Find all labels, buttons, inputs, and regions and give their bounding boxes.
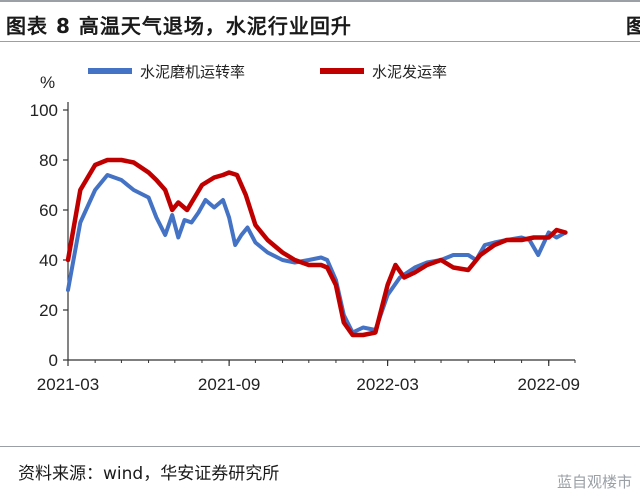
x-tick-label: 2022-03 xyxy=(356,375,418,394)
source-note: 资料来源：wind，华安证券研究所 xyxy=(18,464,280,484)
axes: 0 20 40 60 80 100 2021-03 2021-09 2022-03 2022-09 xyxy=(30,101,580,394)
series-layer xyxy=(65,157,568,338)
x-tick-label: 2022-09 xyxy=(518,375,580,394)
y-tick-label: 0 xyxy=(49,351,58,370)
title-bar: 图表 8 高温天气退场，水泥行业回升 图 xyxy=(0,0,640,42)
y-tick-label: 60 xyxy=(39,201,58,220)
source-bar: 资料来源：wind，华安证券研究所 蓝自观楼市 xyxy=(0,446,640,503)
y-tick-label: 40 xyxy=(39,251,58,270)
legend-label-shipment: 水泥发运率 xyxy=(372,63,447,81)
series-line-shipment-rate xyxy=(65,157,568,338)
y-tick-label: 100 xyxy=(30,101,58,120)
series-line-mill-operating-rate xyxy=(66,173,568,335)
legend-label-mill: 水泥磨机运转率 xyxy=(140,63,245,81)
y-tick-label: 80 xyxy=(39,151,58,170)
watermark: 蓝自观楼市 xyxy=(556,473,632,491)
x-tick-label: 2021-03 xyxy=(37,375,99,394)
clipped-title-fragment: 图 xyxy=(626,14,640,38)
y-tick-label: 20 xyxy=(39,301,58,320)
chart-title: 图表 8 高温天气退场，水泥行业回升 xyxy=(6,14,352,38)
legend: 水泥磨机运转率 水泥发运率 xyxy=(88,63,447,81)
x-tick-label: 2021-09 xyxy=(198,375,260,394)
line-chart: 水泥磨机运转率 水泥发运率 % 0 20 40 60 80 100 2021-03 2021-… xyxy=(30,63,580,394)
y-axis-unit: % xyxy=(40,73,55,92)
